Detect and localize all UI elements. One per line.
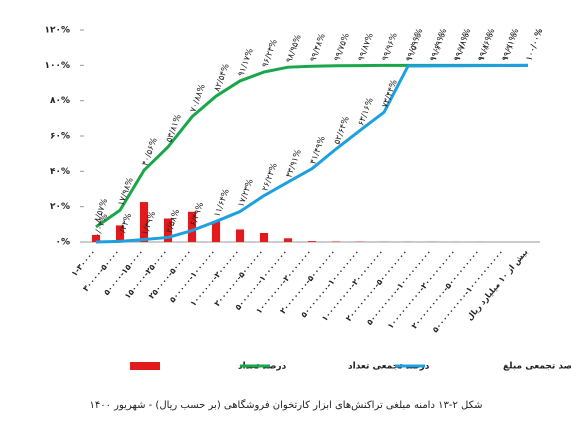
bar bbox=[307, 241, 317, 242]
legend-label: درصد تجمعی مبلغ bbox=[503, 362, 571, 372]
data-label: ۰/۳۳% bbox=[116, 212, 134, 239]
bar bbox=[283, 238, 293, 242]
x-tick-label: ۱۵۰۰۰۰-۲۵۰۰۰۰ bbox=[123, 248, 170, 301]
data-label: ۱۱/۶۴% bbox=[212, 188, 231, 219]
data-label: ۹۹/۸۶% bbox=[476, 32, 495, 63]
legend-label: درصد تجمعی تعداد bbox=[348, 362, 430, 372]
data-label: ۶۳/۱۶% bbox=[356, 97, 375, 128]
y-tick-label: ۶۰% bbox=[50, 132, 70, 142]
data-label: ۴۱/۴۹% bbox=[308, 135, 327, 166]
data-label: ۹۹/۹۱% bbox=[500, 32, 519, 63]
y-tick-label: ۲۰% bbox=[50, 202, 70, 212]
bar bbox=[139, 202, 149, 242]
data-label: ۲/۵۸% bbox=[164, 208, 182, 235]
data-label: ۹۸/۹۵% bbox=[284, 33, 303, 64]
y-tick-label: ۴۰% bbox=[50, 167, 70, 177]
data-label: ۷۳/۴۴% bbox=[380, 78, 399, 109]
y-tick-label: ۸۰% bbox=[50, 96, 70, 106]
data-label: ۹۹/۹۶% bbox=[380, 32, 399, 63]
bar bbox=[115, 225, 125, 242]
bar bbox=[259, 232, 269, 242]
data-label: ۱۰۰/۰۰% bbox=[524, 27, 545, 62]
data-label: ۹۹/۸۷% bbox=[356, 32, 375, 63]
line bbox=[95, 63, 529, 244]
y-tick-label: ۱۰۰% bbox=[45, 61, 71, 71]
data-label: ۹۹/۷۵% bbox=[332, 32, 351, 63]
data-label: ۷۰/۸۸% bbox=[188, 83, 207, 114]
bar bbox=[211, 221, 221, 242]
data-label: ۴۰/۵۶% bbox=[140, 137, 159, 168]
data-label: ۹۹/۵۹% bbox=[404, 32, 423, 63]
data-label: ۹۶/۲۳% bbox=[260, 38, 279, 69]
bar bbox=[91, 234, 101, 242]
line bbox=[95, 63, 528, 229]
data-label: ۹۹/۷۸% bbox=[452, 32, 471, 63]
x-tick-label: ۲۵۰۰۰۰-۵۰۰۰۰۰ bbox=[147, 248, 194, 301]
data-label: ۵۲/۶۴% bbox=[332, 115, 351, 146]
data-label: ۹۹/۴۸% bbox=[308, 32, 327, 63]
bar bbox=[187, 211, 197, 242]
y-tick-label: ۱۲۰% bbox=[45, 26, 71, 36]
data-label: ۹۹/۶۹% bbox=[428, 32, 447, 63]
bar bbox=[163, 218, 173, 242]
legend-swatch bbox=[130, 362, 160, 370]
y-tick-label: ۰% bbox=[55, 238, 70, 248]
caption: شکل ۲-۱۳ دامنه مبلغی تراکنش‌های ابزار کا… bbox=[90, 399, 483, 411]
data-label: ۹۱/۱۷% bbox=[236, 47, 255, 78]
bar bbox=[235, 229, 245, 242]
data-label: ۶/۴۹% bbox=[188, 201, 206, 228]
bar bbox=[331, 241, 341, 242]
data-label: ۱۷/۹۸% bbox=[116, 176, 135, 207]
